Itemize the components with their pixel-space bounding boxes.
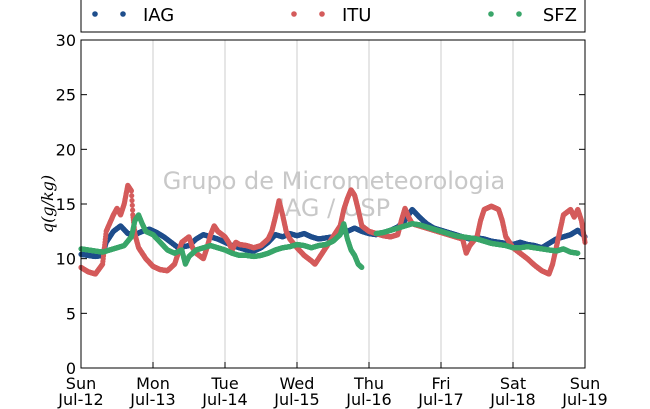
legend-marker-0-b [120, 11, 126, 17]
legend-entry-iag: IAG [92, 5, 174, 26]
point-sfz-2-976 [359, 264, 365, 270]
legend: IAG ITU SFZ [80, 0, 586, 33]
point-itu-1-176 [129, 197, 135, 204]
legend-marker-2-b [516, 11, 522, 17]
vertical-gridlines [152, 40, 514, 368]
point-itu-1-178 [130, 207, 136, 213]
legend-marker-0-a [92, 11, 98, 17]
legend-marker-2-a [488, 11, 494, 17]
point-itu-1-174 [128, 188, 134, 194]
legend-entry-sfz: SFZ [488, 5, 577, 26]
legend-marker-1-a [291, 11, 297, 17]
point-itu-1-177 [129, 202, 135, 208]
watermark-line-2: IAG / USP [278, 194, 390, 222]
point-itu-1-175 [129, 193, 135, 199]
legend-label-sfz: SFZ [543, 5, 577, 26]
legend-entry-itu: ITU [291, 5, 371, 26]
legend-label-itu: ITU [342, 5, 371, 26]
legend-label-iag: IAG [143, 5, 174, 26]
data-series [78, 182, 588, 277]
legend-marker-1-b [319, 11, 325, 17]
watermark-line-1: Grupo de Micrometeorologia [163, 167, 505, 195]
legend-frame [80, 0, 586, 33]
